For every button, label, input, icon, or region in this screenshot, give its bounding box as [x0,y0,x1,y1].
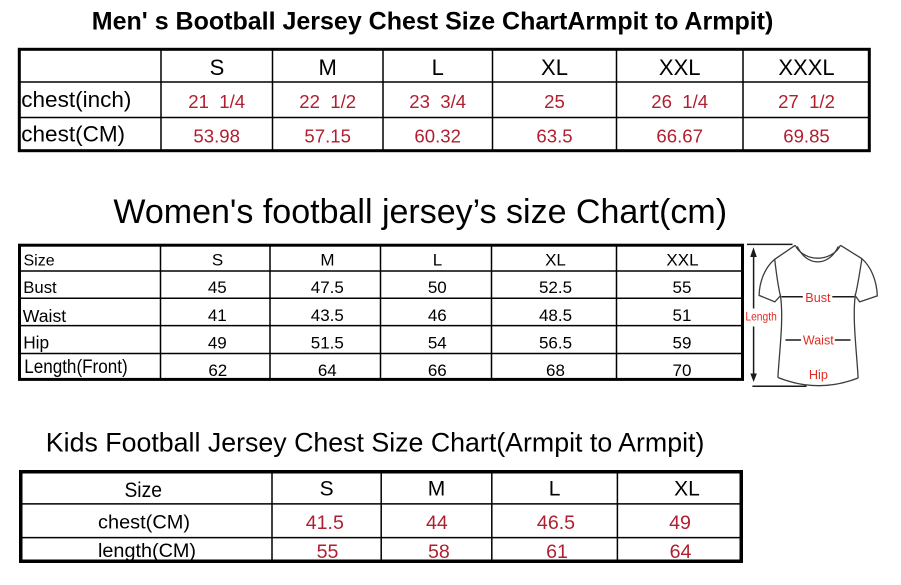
svg-text:46.5: 46.5 [537,512,575,534]
svg-text:52.5: 52.5 [539,278,572,297]
svg-text:41.5: 41.5 [306,512,344,534]
svg-text:43.5: 43.5 [311,306,344,325]
svg-text:62: 62 [208,361,227,380]
svg-text:Hip: Hip [809,368,828,382]
svg-text:M: M [428,477,446,500]
svg-text:23 3/4: 23 3/4 [409,91,466,112]
svg-text:Length(Front): Length(Front) [24,356,128,378]
svg-text:55: 55 [317,541,339,563]
svg-text:Men' s Bootball Jersey Chest S: Men' s Bootball Jersey Chest Size ChartA… [92,7,774,35]
svg-text:61: 61 [546,541,568,563]
svg-text:chest(CM): chest(CM) [21,122,125,147]
svg-text:S: S [210,55,225,80]
svg-text:M: M [320,251,334,270]
svg-text:L: L [433,251,442,270]
svg-text:25: 25 [544,91,565,112]
svg-text:Size: Size [124,478,162,502]
svg-text:Length: Length [745,309,776,323]
svg-text:27 1/2: 27 1/2 [778,91,835,112]
svg-text:XXL: XXL [666,251,698,270]
svg-text:55: 55 [673,278,692,297]
svg-text:66: 66 [428,361,447,380]
svg-text:L: L [549,477,561,500]
svg-text:41: 41 [208,306,227,325]
svg-text:68: 68 [546,361,565,380]
svg-text:46: 46 [428,306,447,325]
svg-text:Waist: Waist [23,306,66,326]
svg-text:length(CM): length(CM) [98,540,196,562]
svg-text:58: 58 [428,541,450,563]
svg-text:56.5: 56.5 [539,333,572,352]
svg-text:69.85: 69.85 [783,126,830,147]
svg-text:70: 70 [673,361,692,380]
svg-text:Kids Football Jersey Chest Siz: Kids Football Jersey Chest Size Chart(Ar… [46,427,705,457]
svg-text:26 1/4: 26 1/4 [651,91,708,112]
svg-text:L: L [432,55,444,80]
svg-text:47.5: 47.5 [311,278,344,297]
svg-text:Size: Size [24,252,55,269]
svg-text:Waist: Waist [803,334,834,348]
svg-text:53.98: 53.98 [193,126,240,147]
svg-text:50: 50 [428,278,447,297]
svg-text:XXXL: XXXL [778,55,834,80]
svg-text:64: 64 [318,361,337,380]
svg-text:Hip: Hip [23,333,49,353]
svg-text:M: M [319,55,337,80]
svg-text:57.15: 57.15 [304,126,351,147]
svg-text:chest(CM): chest(CM) [98,512,190,534]
svg-text:59: 59 [673,333,692,352]
svg-text:63.5: 63.5 [536,126,572,147]
svg-text:XXL: XXL [659,55,701,80]
svg-text:64: 64 [670,541,692,563]
svg-text:51.5: 51.5 [311,333,344,352]
svg-text:XL: XL [674,477,700,500]
svg-text:44: 44 [426,512,448,534]
svg-text:chest(inch): chest(inch) [21,87,131,112]
svg-text:XL: XL [545,251,566,270]
svg-text:Women's football jersey’s size: Women's football jersey’s size Chart(cm) [113,193,727,231]
svg-text:22 1/2: 22 1/2 [299,91,356,112]
svg-text:48.5: 48.5 [539,306,572,325]
svg-text:S: S [212,251,223,270]
svg-text:60.32: 60.32 [414,126,461,147]
svg-text:66.67: 66.67 [656,126,703,147]
svg-text:49: 49 [669,512,691,534]
svg-text:Bust: Bust [23,278,57,297]
svg-text:Bust: Bust [805,291,831,305]
svg-text:S: S [320,477,334,500]
svg-text:XL: XL [541,55,568,80]
svg-text:54: 54 [428,333,447,352]
svg-text:51: 51 [673,306,692,325]
svg-text:45: 45 [208,278,227,297]
svg-text:21 1/4: 21 1/4 [188,91,245,112]
svg-text:49: 49 [208,333,227,352]
